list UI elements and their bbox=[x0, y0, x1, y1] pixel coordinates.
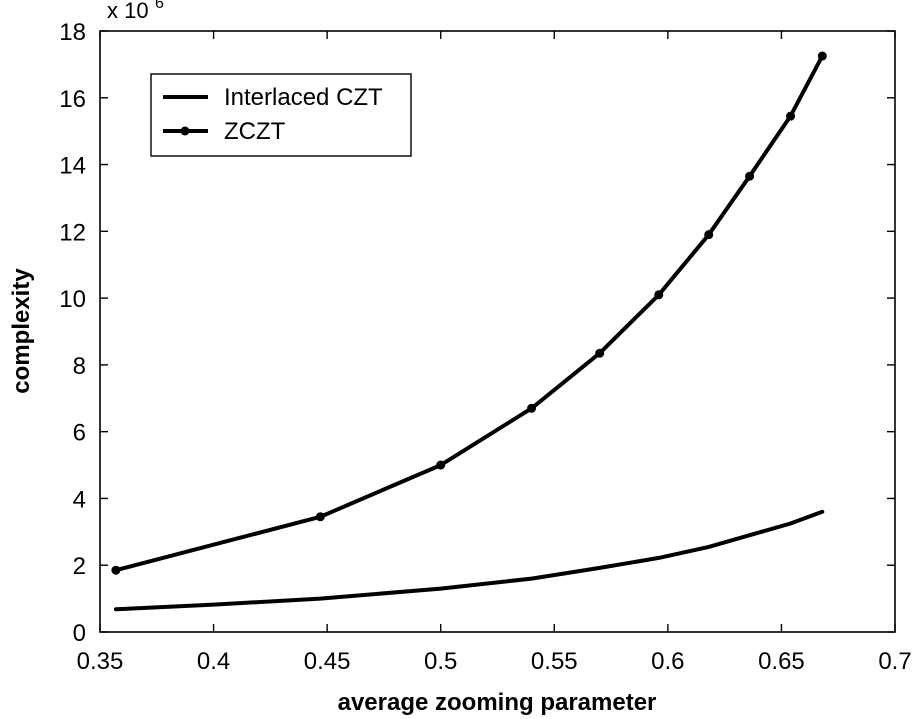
legend-box bbox=[150, 73, 412, 157]
y-tick-label: 10 bbox=[59, 286, 86, 313]
y-tick-label: 2 bbox=[73, 553, 86, 580]
series-lines bbox=[111, 51, 827, 612]
series-line-zczt bbox=[113, 54, 825, 573]
y-tick-label: 8 bbox=[73, 353, 86, 380]
y-tick-label: 4 bbox=[73, 486, 86, 513]
data-point-zczt bbox=[595, 348, 605, 358]
legend-marker-zczt bbox=[180, 126, 190, 136]
x-tick-label: 0.65 bbox=[758, 648, 805, 675]
data-point-zczt bbox=[817, 51, 827, 61]
data-point-zczt bbox=[704, 230, 714, 240]
x-tick-label: 0.7 bbox=[878, 648, 911, 675]
x-tick-label: 0.5 bbox=[424, 648, 457, 675]
x-tick-label: 0.6 bbox=[651, 648, 684, 675]
y-tick-label: 14 bbox=[59, 153, 86, 180]
data-point-zczt bbox=[315, 512, 325, 522]
y-axis-title: complexity bbox=[8, 268, 35, 394]
y-tick-label: 16 bbox=[59, 86, 86, 113]
y-scale-exponent: 6 bbox=[155, 0, 164, 12]
series-line-interlaced-czt bbox=[113, 509, 825, 612]
x-tick-label: 0.45 bbox=[304, 648, 351, 675]
legend: Interlaced CZT ZCZT bbox=[150, 73, 412, 157]
data-point-zczt bbox=[527, 403, 537, 413]
data-point-zczt bbox=[436, 460, 446, 470]
x-axis-title: average zooming parameter bbox=[338, 689, 657, 716]
y-tick-label: 18 bbox=[59, 19, 86, 46]
data-point-zczt bbox=[745, 171, 755, 181]
y-tick-label: 6 bbox=[73, 420, 86, 447]
axis-ticks: 0.35 0.4 0.45 0.5 0.55 0.6 0.65 0.7 0 2 4 6 8 10 12 14 1… bbox=[59, 19, 911, 675]
data-point-zczt bbox=[654, 290, 664, 300]
y-tick-label: 12 bbox=[59, 219, 86, 246]
legend-label-zczt: ZCZT bbox=[224, 118, 286, 145]
data-point-zczt bbox=[786, 111, 796, 121]
y-scale-note: x 10 bbox=[107, 0, 149, 23]
legend-label-interlaced-czt: Interlaced CZT bbox=[224, 84, 383, 111]
y-tick-label: 0 bbox=[73, 620, 86, 647]
data-point-zczt bbox=[111, 565, 121, 575]
x-tick-label: 0.35 bbox=[77, 648, 124, 675]
x-tick-label: 0.4 bbox=[197, 648, 230, 675]
x-tick-label: 0.55 bbox=[531, 648, 578, 675]
